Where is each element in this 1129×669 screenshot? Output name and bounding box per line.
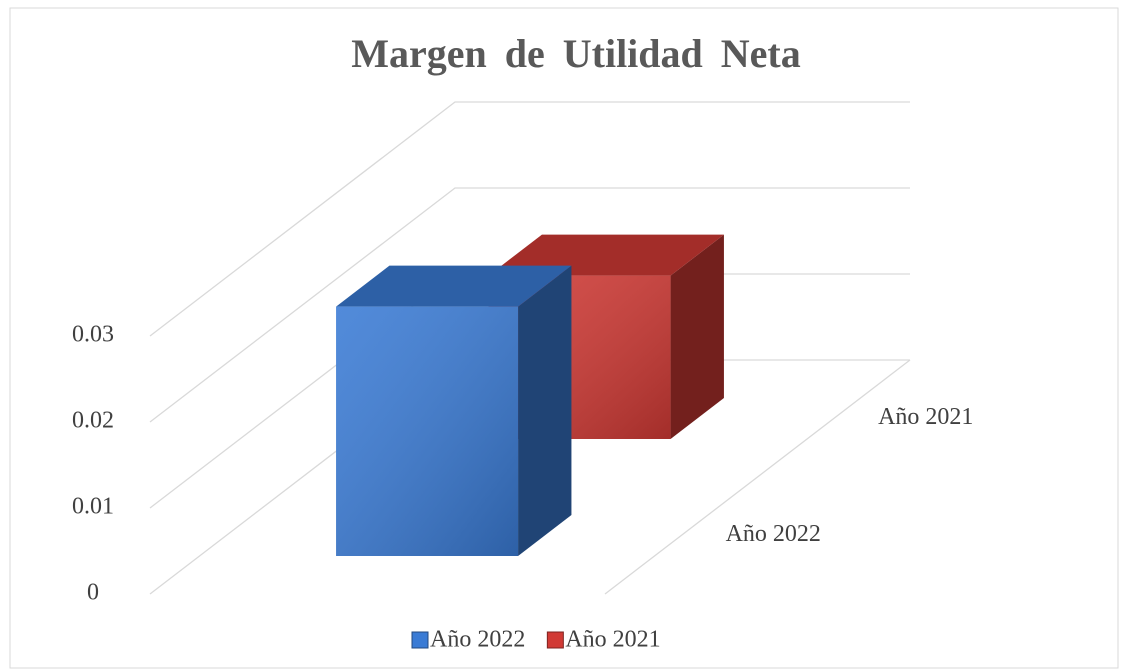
grid-line [149,187,910,423]
legend-label: Año 2022 [430,627,525,653]
bar-front-shade [336,306,519,556]
grid-line [149,101,910,337]
y-tick-label: 0.01 [72,494,114,520]
y-tick-label: 0.03 [72,322,114,348]
bar-side [670,234,724,439]
floor-edge [604,359,911,595]
bar-top [336,265,572,307]
y-tick-label: 0.02 [72,408,114,434]
bar-side [518,265,572,556]
bar-top [488,234,724,276]
y-tick-label: 0 [87,580,99,606]
depth-label: Año 2021 [878,404,973,430]
depth-label: Año 2022 [726,521,821,547]
legend-swatch [411,631,429,649]
legend-label: Año 2021 [565,627,660,653]
chart-border [9,7,1119,669]
bar [336,265,572,556]
chart-title: Margen de Utilidad Neta [351,31,801,76]
legend-swatch [546,631,564,649]
